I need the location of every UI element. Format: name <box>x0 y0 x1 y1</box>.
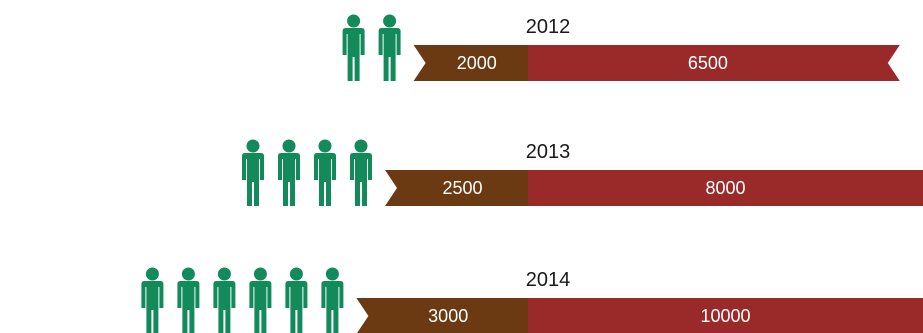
bar-segment-series-1 <box>385 170 528 206</box>
bar-segment-series-2 <box>528 298 923 333</box>
bar-segment-series-2 <box>528 45 900 81</box>
person-icon <box>177 267 200 333</box>
year-label: 2012 <box>526 16 571 38</box>
person-icon <box>141 267 164 333</box>
year-label: 2013 <box>526 141 571 163</box>
person-icon <box>278 139 300 206</box>
bar-segment-series-1 <box>356 298 528 333</box>
bar-segment-series-1 <box>413 45 528 81</box>
person-icon <box>342 14 365 81</box>
person-icon <box>213 267 236 333</box>
person-icon <box>285 267 308 333</box>
person-icon <box>350 139 372 206</box>
person-icon <box>242 139 264 206</box>
year-label: 2014 <box>526 269 571 291</box>
data-label-series-2: 10000 <box>700 306 750 326</box>
bar-row: 2012 2000 6500 <box>342 14 900 81</box>
person-icon <box>378 14 401 81</box>
data-label-series-1: 3000 <box>428 306 468 326</box>
bar-row: 2014 3000 10000 <box>141 267 923 333</box>
bar-row: 2013 2500 8000 <box>242 139 923 206</box>
data-label-series-1: 2500 <box>442 178 482 198</box>
data-label-series-2: 8000 <box>705 178 745 198</box>
data-label-series-2: 6500 <box>688 53 728 73</box>
person-icon <box>314 139 336 206</box>
data-label-series-1: 2000 <box>457 53 497 73</box>
person-icon <box>249 267 272 333</box>
bar-segment-series-2 <box>528 170 923 206</box>
person-icon <box>321 267 344 333</box>
